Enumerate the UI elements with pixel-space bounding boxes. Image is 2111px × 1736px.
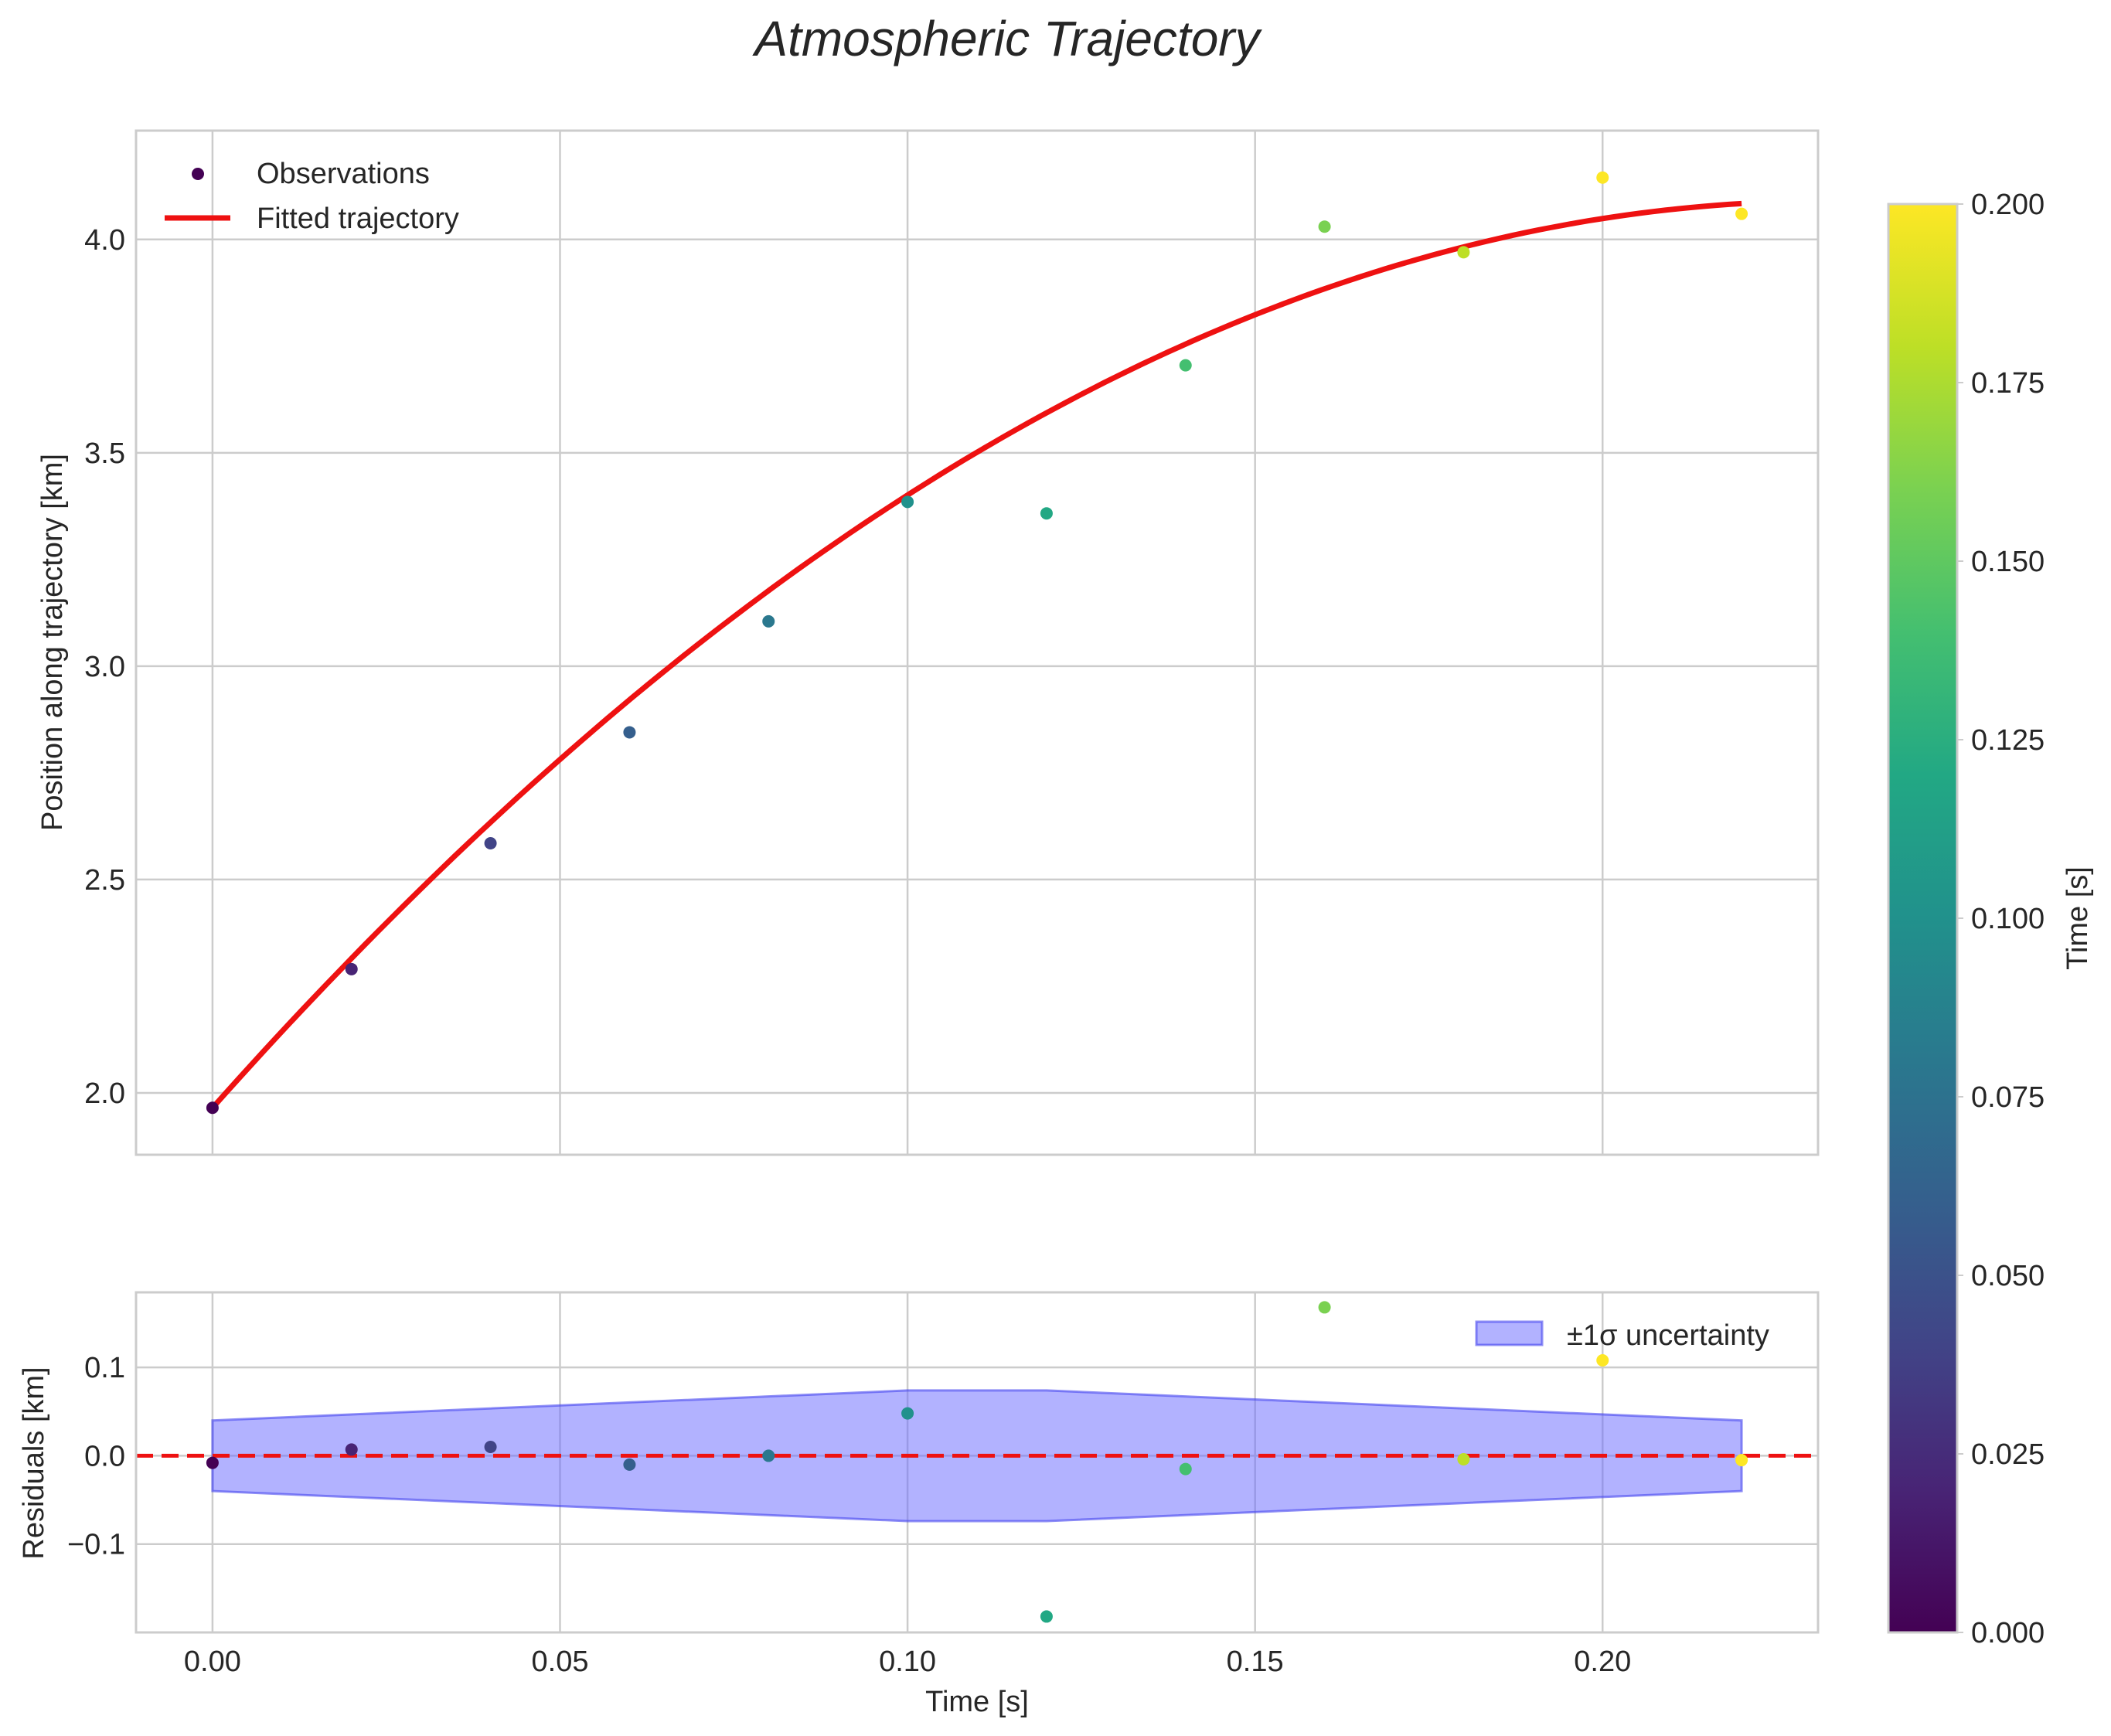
x-axis-label: Time [s] bbox=[925, 1686, 1029, 1718]
residuals-y-axis-label: Residuals [km] bbox=[18, 1367, 50, 1559]
colorbar-label: Time [s] bbox=[2062, 866, 2094, 970]
residuals-legend: ±1σ uncertainty bbox=[1475, 1319, 1769, 1352]
residual-point bbox=[484, 1441, 497, 1453]
residuals-plot-frame bbox=[134, 1291, 1820, 1634]
observation-point bbox=[762, 614, 775, 628]
observation-point bbox=[1318, 220, 1331, 233]
residual-point bbox=[901, 1407, 914, 1420]
residual-point bbox=[345, 1443, 358, 1456]
observation-point bbox=[345, 962, 358, 975]
main-y-tick-label: 4.0 bbox=[84, 224, 125, 257]
residual-point bbox=[1179, 1462, 1192, 1476]
residual-point bbox=[1040, 1610, 1053, 1623]
main-y-tick-label: 3.5 bbox=[84, 437, 125, 470]
legend-uncertainty-swatch bbox=[1475, 1320, 1544, 1346]
residual-point bbox=[623, 1458, 636, 1471]
main-y-tick-label: 2.0 bbox=[84, 1077, 125, 1110]
observation-point bbox=[901, 495, 914, 509]
observation-point bbox=[623, 726, 636, 739]
colorbar-tick-label: 0.025 bbox=[1971, 1438, 2045, 1471]
main-y-tick-label: 2.5 bbox=[84, 864, 125, 897]
observation-point bbox=[1735, 207, 1748, 220]
colorbar-tick-label: 0.150 bbox=[1971, 546, 2045, 578]
colorbar: 0.000 0.025 0.050 0.075 0.100 0.125 0.150 0.175… bbox=[1887, 189, 2094, 1649]
observation-point bbox=[1457, 246, 1470, 259]
chart-title: Atmospheric Trajectory bbox=[751, 11, 1262, 66]
observation-point bbox=[484, 836, 497, 849]
colorbar-tick-label: 0.175 bbox=[1971, 367, 2045, 400]
observation-point bbox=[1596, 171, 1609, 184]
main-panel: 2.0 2.5 3.0 3.5 4.0 Position along trajector… bbox=[36, 129, 1820, 1156]
residual-point bbox=[1596, 1354, 1609, 1367]
residuals-x-tick-label: 0.20 bbox=[1574, 1646, 1631, 1678]
colorbar-tick-label: 0.075 bbox=[1971, 1081, 2045, 1114]
main-plot-frame bbox=[134, 129, 1820, 1156]
colorbar-tick-label: 0.050 bbox=[1971, 1260, 2045, 1292]
residual-point bbox=[1735, 1454, 1748, 1467]
residuals-x-tick-label: 0.05 bbox=[532, 1646, 589, 1678]
main-y-axis-label: Position along trajectory [km] bbox=[36, 454, 69, 831]
observation-point bbox=[1179, 359, 1192, 372]
residuals-y-tick-label: 0.0 bbox=[84, 1440, 125, 1472]
residuals-x-tick-label: 0.10 bbox=[879, 1646, 936, 1678]
legend-uncertainty-label: ±1σ uncertainty bbox=[1567, 1319, 1769, 1352]
legend-observations-marker bbox=[192, 168, 204, 180]
colorbar-tick-label: 0.000 bbox=[1971, 1617, 2045, 1649]
legend-fitted-trajectory-label: Fitted trajectory bbox=[257, 203, 459, 235]
main-legend: Observations Fitted trajectory bbox=[165, 158, 459, 235]
colorbar-tick-label: 0.100 bbox=[1971, 903, 2045, 935]
uncertainty-band bbox=[211, 1389, 1743, 1523]
observation-point bbox=[206, 1101, 219, 1115]
residuals-x-tick-label: 0.00 bbox=[184, 1646, 241, 1678]
residuals-x-tick-label: 0.15 bbox=[1227, 1646, 1284, 1678]
residuals-panel: 0.00 0.05 0.10 0.15 0.20 −0.1 0.0 0.1 Residuals… bbox=[18, 1291, 1820, 1718]
main-y-tick-label: 3.0 bbox=[84, 651, 125, 683]
residual-point bbox=[762, 1449, 775, 1462]
colorbar-tick-label: 0.200 bbox=[1971, 189, 2045, 221]
colorbar-tick-label: 0.125 bbox=[1971, 724, 2045, 757]
legend-observations-label: Observations bbox=[257, 158, 430, 190]
residual-point bbox=[1318, 1301, 1331, 1314]
fitted-trajectory-line bbox=[210, 200, 1742, 1110]
residuals-y-tick-label: 0.1 bbox=[84, 1352, 125, 1384]
residual-point bbox=[1457, 1453, 1470, 1465]
observation-point bbox=[1040, 507, 1053, 520]
colorbar-gradient bbox=[1888, 204, 1957, 1632]
residuals-y-tick-label: −0.1 bbox=[67, 1529, 125, 1561]
residual-point bbox=[206, 1456, 219, 1469]
